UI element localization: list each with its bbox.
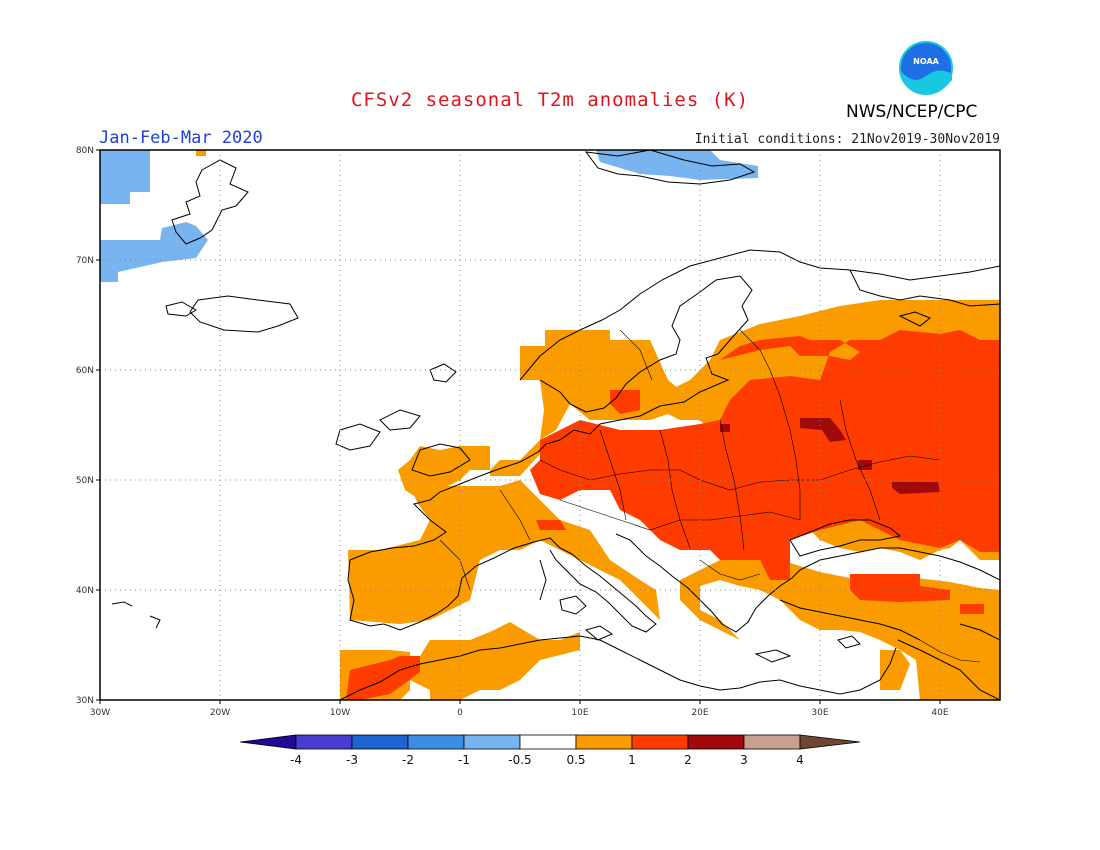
lon-label-10w: 10W (330, 708, 350, 718)
lat-label-60n: 60N (76, 366, 94, 376)
lon-label-0: 0 (457, 708, 463, 718)
colorbar-bin-7 (631, 734, 689, 750)
colorbar-label: -1 (458, 753, 470, 767)
colorbar-bin-5 (519, 734, 577, 750)
cold-anomaly-svalbard (596, 150, 758, 180)
colorbar-bin-6 (575, 734, 633, 750)
cold-anomaly-greenland (100, 150, 150, 204)
map-frame (99, 149, 1001, 701)
colorbar (239, 734, 861, 750)
lat-label-70n: 70N (76, 256, 94, 266)
colorbar-label: 0.5 (566, 753, 585, 767)
lat-label-40n: 40N (76, 586, 94, 596)
lat-label-80n: 80N (76, 146, 94, 156)
forecast-period: Jan-Feb-Mar 2020 (99, 128, 263, 148)
lon-label-20w: 20W (210, 708, 230, 718)
organization-label: NWS/NCEP/CPC (846, 102, 978, 122)
colorbar-bin-8 (687, 734, 745, 750)
colorbar-label: 2 (684, 753, 692, 767)
map-grid (100, 150, 1000, 700)
map-title: CFSv2 seasonal T2m anomalies (K) (350, 89, 750, 111)
lat-label-30n: 30N (76, 696, 94, 706)
colorbar-bin-2 (351, 734, 409, 750)
colorbar-label: -3 (346, 753, 358, 767)
colorbar-label: -0.5 (508, 753, 531, 767)
colorbar-bin-3 (407, 734, 465, 750)
colorbar-bin-4 (463, 734, 521, 750)
colorbar-label: 3 (740, 753, 748, 767)
colorbar-label: -4 (290, 753, 302, 767)
colorbar-arrow-high (799, 734, 861, 750)
lon-label-40e: 40E (931, 708, 948, 718)
warm-dot-greenland (196, 150, 206, 156)
lon-label-20e: 20E (691, 708, 708, 718)
colorbar-label: 4 (796, 753, 804, 767)
logo-text: NOAA (913, 57, 939, 66)
coastlines (111, 150, 1000, 700)
lon-label-30e: 30E (811, 708, 828, 718)
colorbar-bin-9 (743, 734, 801, 750)
strong-warm-anomaly-europe (346, 330, 1000, 700)
colorbar-arrow-low (239, 734, 297, 750)
colorbar-label: -2 (402, 753, 414, 767)
colorbar-label: 1 (628, 753, 636, 767)
cold-anomaly-east-greenland (100, 222, 208, 282)
lon-label-10e: 10E (571, 708, 588, 718)
noaa-logo-icon: NOAA (899, 41, 953, 95)
colorbar-bin-1 (295, 734, 353, 750)
initial-conditions: Initial conditions: 21Nov2019-30Nov2019 (694, 132, 1000, 147)
lon-label-30w: 30W (90, 708, 110, 718)
lat-label-50n: 50N (76, 476, 94, 486)
country-borders (439, 329, 981, 663)
very-strong-warm-anomaly (720, 418, 940, 494)
